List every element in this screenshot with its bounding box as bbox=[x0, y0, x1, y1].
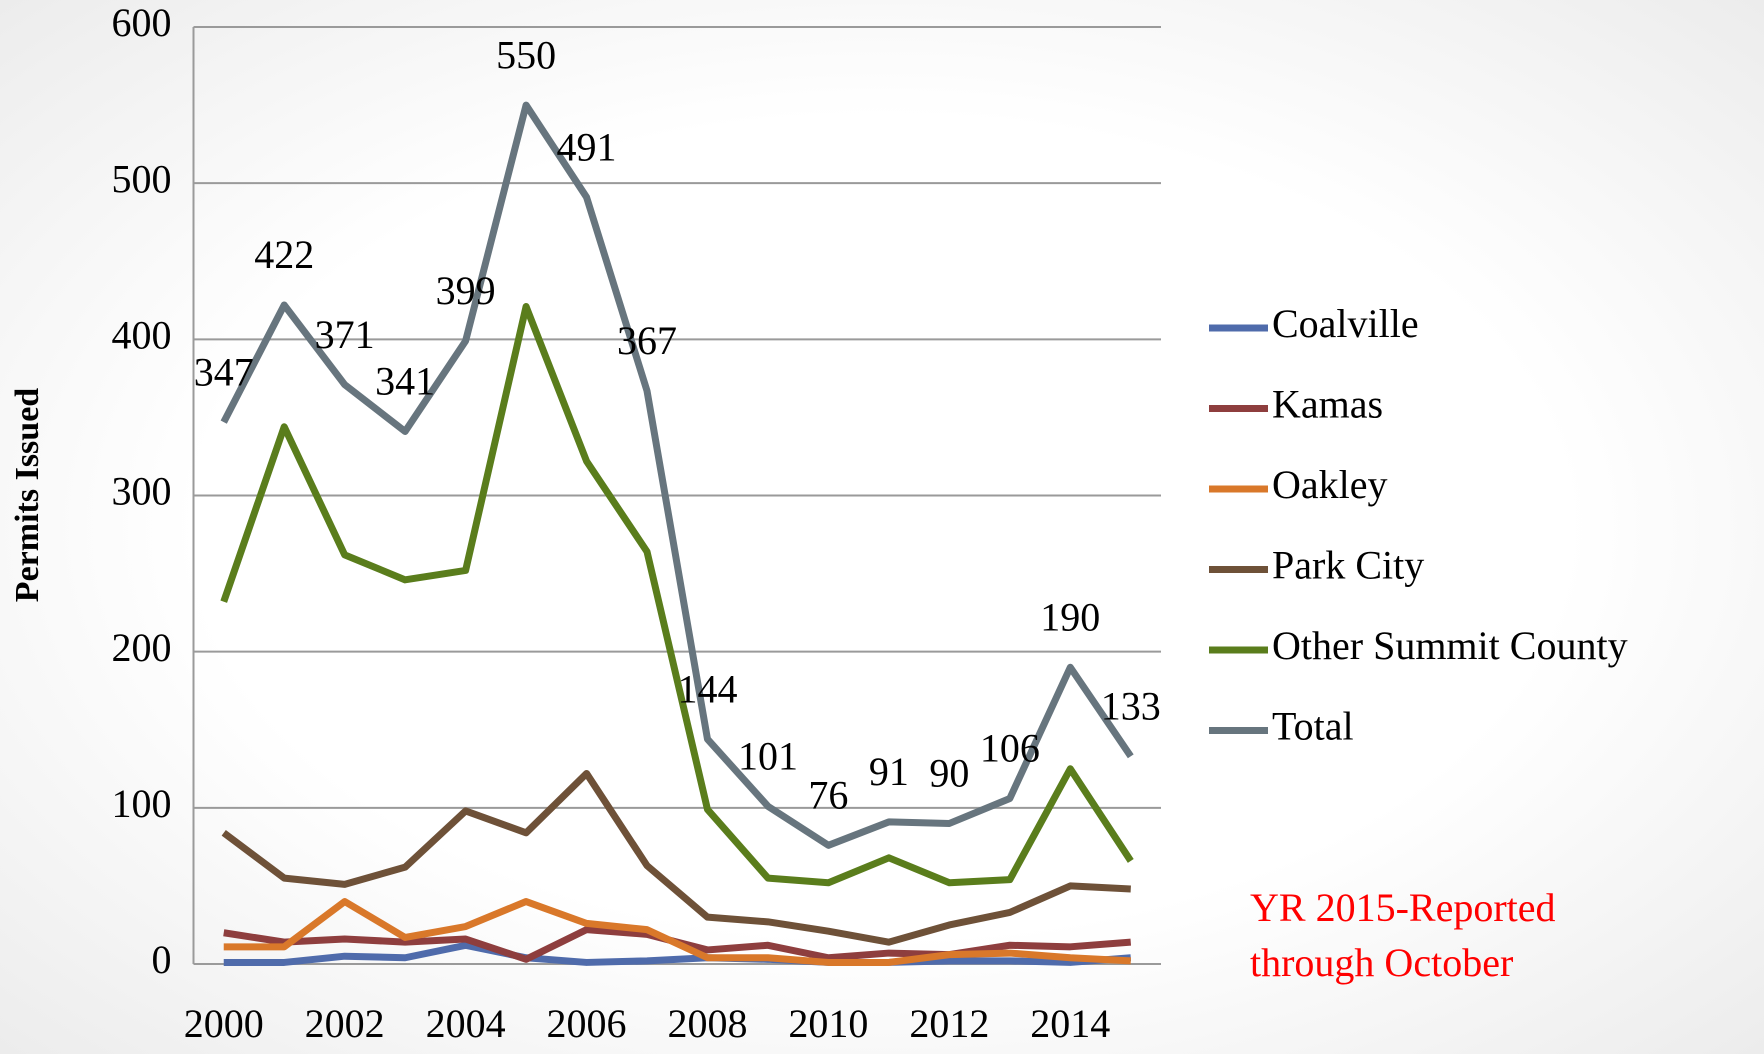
data-label: 91 bbox=[869, 749, 909, 794]
x-tick-label: 2008 bbox=[667, 1001, 747, 1046]
y-tick-label: 200 bbox=[112, 625, 172, 670]
annotation: YR 2015-Reported bbox=[1250, 885, 1556, 930]
data-label: 133 bbox=[1101, 683, 1161, 728]
x-tick-label: 2002 bbox=[305, 1001, 385, 1046]
y-tick-label: 400 bbox=[112, 313, 172, 358]
annotation: through October bbox=[1250, 940, 1513, 985]
data-label: 90 bbox=[929, 751, 969, 796]
y-tick-label: 300 bbox=[112, 469, 172, 514]
y-axis-label: Permits Issued bbox=[9, 388, 46, 602]
data-label: 76 bbox=[808, 772, 848, 817]
x-tick-label: 2006 bbox=[547, 1001, 627, 1046]
legend-label: Oakley bbox=[1272, 462, 1388, 507]
x-tick-label: 2012 bbox=[909, 1001, 989, 1046]
y-tick-label: 500 bbox=[112, 156, 172, 201]
legend-label: Coalville bbox=[1272, 301, 1419, 346]
y-tick-label: 600 bbox=[112, 0, 172, 45]
line bbox=[220, 303, 1134, 887]
data-label: 367 bbox=[617, 318, 677, 363]
legend-label: Kamas bbox=[1272, 382, 1383, 427]
data-label: 422 bbox=[254, 232, 314, 277]
data-label: 190 bbox=[1040, 594, 1100, 639]
data-label: 106 bbox=[980, 726, 1040, 771]
data-label: 341 bbox=[375, 359, 435, 404]
y-tick-label: 100 bbox=[112, 781, 172, 826]
y-tick-label: 0 bbox=[152, 937, 172, 982]
x-tick-label: 2010 bbox=[788, 1001, 868, 1046]
x-tick-label: 2014 bbox=[1030, 1001, 1110, 1046]
line bbox=[223, 898, 1131, 966]
legend-label: Park City bbox=[1272, 543, 1424, 588]
data-label: 101 bbox=[738, 733, 798, 778]
data-label: 371 bbox=[315, 312, 375, 357]
data-label: 399 bbox=[436, 268, 496, 313]
x-tick-label: 2000 bbox=[184, 1001, 264, 1046]
line bbox=[223, 941, 1132, 966]
data-label: 144 bbox=[677, 666, 737, 711]
legend-label: Total bbox=[1272, 704, 1354, 749]
data-label: 347 bbox=[194, 349, 254, 394]
x-tick-label: 2004 bbox=[426, 1001, 506, 1046]
line bbox=[221, 769, 1131, 946]
data-label: 491 bbox=[557, 124, 617, 169]
line bbox=[220, 101, 1134, 849]
legend-label: Other Summit County bbox=[1272, 623, 1628, 668]
data-label: 550 bbox=[496, 32, 556, 77]
